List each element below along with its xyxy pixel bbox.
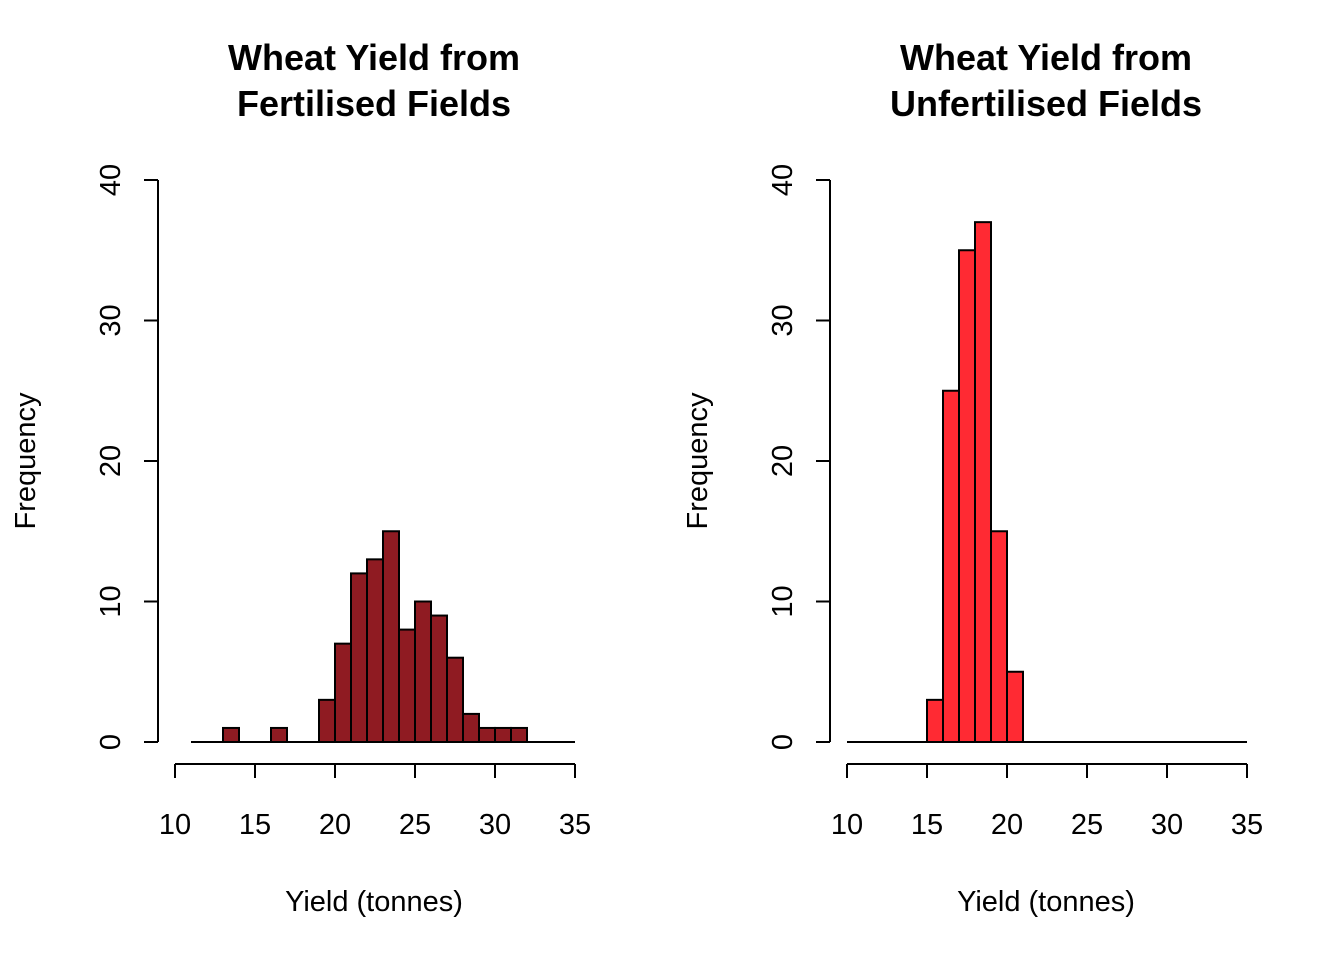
histogram-bar	[398, 628, 416, 743]
x-axis: 10 15 20 25 30 35	[831, 763, 1263, 841]
histogram-panel-unfertilised: Wheat Yield from Unfertilised Fields Fre…	[682, 37, 1263, 918]
x-axis: 10 15 20 25 30 35	[159, 763, 591, 841]
histogram-bar	[446, 656, 464, 744]
histogram-bar	[318, 698, 336, 743]
x-tick-label: 10	[831, 809, 863, 841]
y-axis-label: Frequency	[10, 392, 42, 530]
y-tick-label: 10	[767, 585, 799, 617]
y-axis-label: Frequency	[682, 392, 714, 530]
histogram-bar	[926, 698, 944, 743]
histogram-bar	[350, 572, 368, 744]
x-tick-label: 30	[1151, 809, 1183, 841]
bars-group	[847, 221, 1247, 743]
y-tick-label: 10	[95, 585, 127, 617]
y-tick-label: 0	[95, 734, 127, 750]
histogram-bar	[510, 726, 528, 744]
x-axis-label: Yield (tonnes)	[957, 886, 1135, 918]
histogram-bar	[334, 642, 352, 744]
x-tick-label: 15	[239, 809, 271, 841]
chart-title-line-2: Unfertilised Fields	[890, 83, 1202, 124]
y-axis: 0 10 20 30 40	[767, 164, 831, 750]
x-tick-label: 10	[159, 809, 191, 841]
x-tick-label: 15	[911, 809, 943, 841]
histogram-bar	[222, 726, 240, 744]
histogram-bar	[414, 600, 432, 743]
y-tick-label: 0	[767, 734, 799, 750]
chart-title-line-1: Wheat Yield from	[900, 37, 1192, 78]
x-tick-label: 30	[479, 809, 511, 841]
y-tick-label: 20	[767, 445, 799, 477]
x-tick-label: 20	[319, 809, 351, 841]
histogram-bar	[1006, 670, 1024, 743]
y-tick-label: 20	[95, 445, 127, 477]
y-axis: 0 10 20 30 40	[95, 164, 159, 750]
x-tick-label: 25	[1071, 809, 1103, 841]
histogram-bar	[366, 558, 384, 743]
y-tick-label: 30	[767, 304, 799, 336]
y-tick-label: 30	[95, 304, 127, 336]
y-tick-label: 40	[767, 164, 799, 196]
chart-title-line-2: Fertilised Fields	[237, 83, 511, 124]
histogram-panel-fertilised: Wheat Yield from Fertilised Fields Frequ…	[10, 37, 591, 918]
chart-title-line-1: Wheat Yield from	[228, 37, 520, 78]
x-tick-label: 20	[991, 809, 1023, 841]
histogram-bar	[494, 726, 512, 744]
bars-group	[191, 530, 575, 744]
histogram-bar	[430, 614, 448, 743]
x-tick-label: 35	[559, 809, 591, 841]
histogram-bar	[942, 389, 960, 743]
histogram-bar	[990, 530, 1008, 743]
x-tick-label: 35	[1231, 809, 1263, 841]
histogram-bar	[382, 530, 400, 743]
histogram-bar	[462, 712, 480, 744]
histogram-bar	[974, 221, 992, 743]
histogram-bar	[958, 249, 976, 743]
y-tick-label: 40	[95, 164, 127, 196]
histogram-bar	[478, 726, 496, 744]
x-axis-label: Yield (tonnes)	[285, 886, 463, 918]
x-tick-label: 25	[399, 809, 431, 841]
histogram-bar	[270, 726, 288, 744]
